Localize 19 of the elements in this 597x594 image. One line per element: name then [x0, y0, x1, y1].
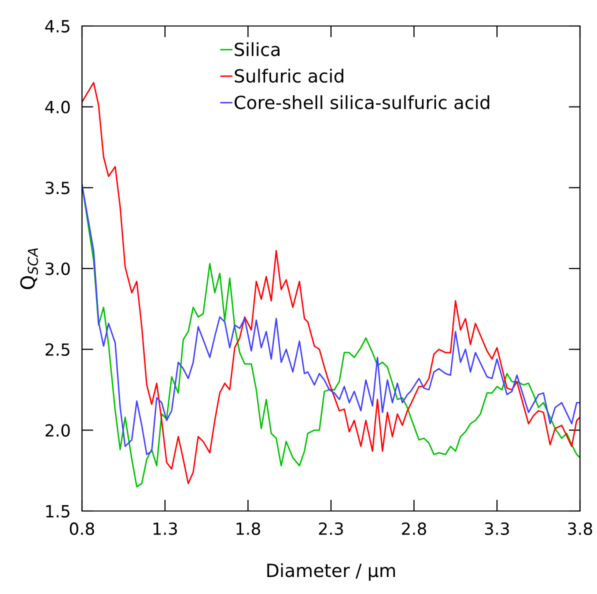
y-tick-label: 4.5 — [45, 20, 70, 33]
legend-label: Silica — [234, 42, 280, 56]
y-tick-label: 1.5 — [46, 505, 70, 518]
y-tick-label: 3.5 — [46, 182, 70, 194]
y-tick-label: 4.0 — [45, 100, 70, 114]
x-tick-label: 1.3 — [154, 522, 177, 536]
y-tick-label: 3.0 — [46, 262, 70, 276]
x-tick-label: 3.3 — [485, 522, 509, 536]
y-tick-label: 2.5 — [46, 343, 70, 356]
x-tick-label: 3.8 — [568, 522, 592, 536]
y-axis-title: Q$_{SCA}$ — [20, 248, 38, 290]
x-tick-label: 2.3 — [318, 522, 343, 536]
y-tick-label: 2.0 — [46, 424, 70, 437]
x-tick-label: 0.8 — [70, 522, 94, 536]
x-tick-label: 2.8 — [402, 522, 426, 536]
legend-label: Core-shell silica-sulfuric acid — [234, 95, 490, 110]
x-tick-label: 1.8 — [236, 522, 260, 536]
x-axis-title: Diameter / µm — [267, 563, 395, 581]
legend-label: Sulfuric acid — [234, 68, 344, 83]
